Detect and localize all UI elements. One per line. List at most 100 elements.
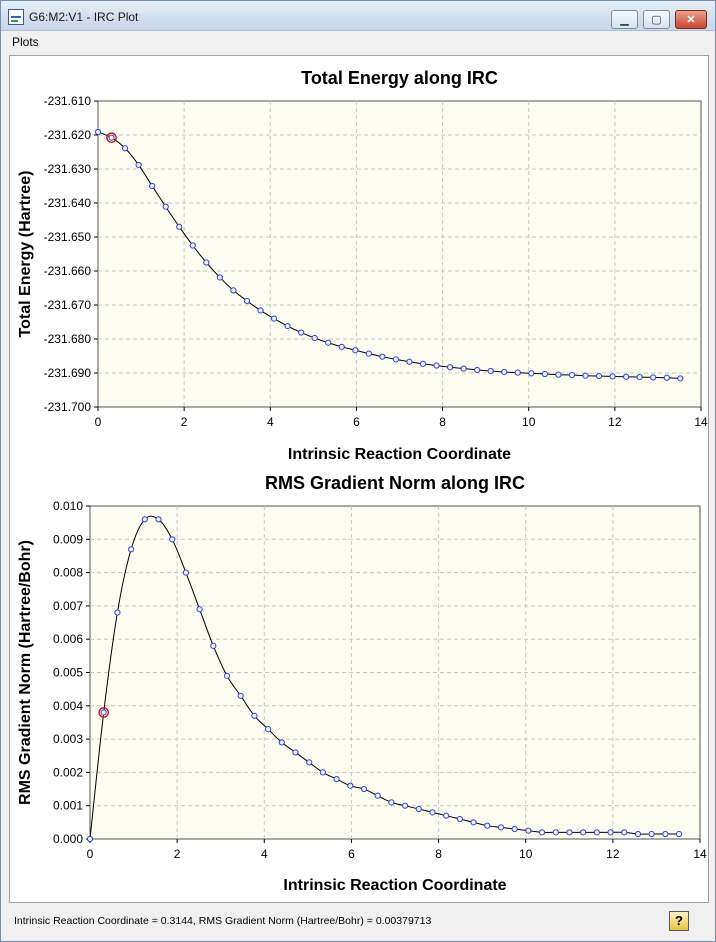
- selected-point-marker[interactable]: [106, 132, 117, 144]
- data-point[interactable]: [415, 805, 422, 813]
- data-point[interactable]: [86, 835, 94, 843]
- data-point[interactable]: [270, 315, 278, 322]
- data-point[interactable]: [443, 812, 450, 819]
- plot-area[interactable]: Total Energy along IRC 0 2 4 6 8 10 12 14 -231.61…: [9, 55, 709, 903]
- data-point[interactable]: [230, 287, 237, 294]
- data-point[interactable]: [525, 827, 532, 834]
- data-point[interactable]: [484, 822, 491, 829]
- data-point[interactable]: [487, 367, 494, 375]
- data-point[interactable]: [169, 536, 176, 543]
- help-button[interactable]: ?: [669, 911, 689, 931]
- data-point[interactable]: [662, 830, 669, 838]
- data-point[interactable]: [648, 830, 655, 838]
- data-point[interactable]: [203, 259, 210, 266]
- data-point[interactable]: [365, 350, 372, 357]
- data-point[interactable]: [325, 339, 332, 346]
- data-point[interactable]: [298, 329, 305, 336]
- data-point[interactable]: [278, 739, 285, 746]
- data-point[interactable]: [338, 343, 345, 350]
- data-point[interactable]: [650, 374, 657, 381]
- data-point[interactable]: [347, 782, 354, 789]
- data-point[interactable]: [528, 370, 535, 377]
- data-point[interactable]: [292, 749, 299, 756]
- data-point[interactable]: [264, 726, 272, 733]
- data-point[interactable]: [607, 829, 614, 836]
- data-point[interactable]: [566, 829, 573, 836]
- data-point[interactable]: [406, 358, 413, 365]
- data-point[interactable]: [121, 145, 129, 152]
- minimize-button[interactable]: ▁: [611, 10, 638, 29]
- data-point[interactable]: [196, 606, 203, 613]
- data-point[interactable]: [609, 373, 616, 380]
- data-point[interactable]: [388, 799, 395, 806]
- data-point[interactable]: [474, 366, 481, 374]
- charts-canvas[interactable]: Total Energy along IRC 0 2 4 6 8 10 12 14 -231.61…: [10, 56, 710, 904]
- data-point[interactable]: [392, 356, 400, 363]
- data-point[interactable]: [149, 182, 156, 190]
- data-point[interactable]: [663, 374, 670, 381]
- maximize-button[interactable]: ▢: [643, 10, 670, 29]
- menu-plots[interactable]: Plots: [12, 35, 39, 49]
- data-point[interactable]: [511, 825, 518, 833]
- data-point[interactable]: [580, 829, 587, 836]
- data-point[interactable]: [223, 672, 231, 679]
- data-point[interactable]: [636, 373, 643, 381]
- data-point[interactable]: [501, 368, 508, 376]
- data-point[interactable]: [568, 371, 576, 379]
- data-point[interactable]: [538, 829, 546, 836]
- data-point[interactable]: [541, 370, 548, 378]
- data-point[interactable]: [210, 642, 217, 649]
- data-point[interactable]: [497, 824, 505, 831]
- data-point[interactable]: [135, 161, 142, 169]
- data-point[interactable]: [237, 692, 244, 699]
- data-point[interactable]: [333, 775, 340, 783]
- data-point[interactable]: [257, 307, 264, 314]
- data-point[interactable]: [593, 829, 600, 836]
- data-point[interactable]: [319, 769, 326, 776]
- data-point[interactable]: [460, 365, 467, 372]
- data-point[interactable]: [127, 546, 135, 553]
- data-point[interactable]: [182, 569, 189, 576]
- data-point[interactable]: [595, 372, 603, 380]
- data-point[interactable]: [374, 792, 381, 799]
- data-point[interactable]: [379, 353, 386, 360]
- data-point[interactable]: [446, 364, 454, 371]
- data-point[interactable]: [621, 829, 628, 836]
- data-point[interactable]: [100, 709, 107, 716]
- selected-point-marker[interactable]: [98, 707, 109, 718]
- data-point[interactable]: [251, 712, 258, 719]
- data-point[interactable]: [216, 274, 223, 281]
- data-point[interactable]: [401, 802, 409, 809]
- data-point[interactable]: [176, 223, 183, 230]
- data-point[interactable]: [623, 373, 630, 380]
- data-point[interactable]: [677, 375, 684, 382]
- data-point[interactable]: [360, 785, 368, 793]
- data-point[interactable]: [311, 334, 318, 342]
- data-point[interactable]: [456, 815, 463, 823]
- data-point[interactable]: [94, 128, 102, 136]
- plot-background-0[interactable]: [97, 100, 702, 408]
- data-point[interactable]: [634, 830, 642, 838]
- data-point[interactable]: [243, 297, 251, 305]
- data-point[interactable]: [675, 830, 683, 838]
- data-point[interactable]: [470, 819, 477, 826]
- data-point[interactable]: [433, 362, 440, 369]
- data-point[interactable]: [352, 347, 359, 354]
- data-point[interactable]: [514, 369, 521, 376]
- data-point[interactable]: [189, 242, 196, 249]
- title-bar[interactable]: G6:M2:V1 - IRC Plot ▁ ▢ ✕: [1, 1, 715, 31]
- data-point[interactable]: [108, 134, 115, 141]
- data-point[interactable]: [582, 372, 589, 379]
- data-point[interactable]: [552, 829, 559, 836]
- x-tick-label: 10: [522, 415, 536, 429]
- data-point[interactable]: [419, 360, 427, 367]
- data-point[interactable]: [155, 516, 162, 523]
- data-point[interactable]: [114, 609, 121, 616]
- data-point[interactable]: [555, 371, 562, 378]
- data-point[interactable]: [141, 516, 148, 523]
- close-button[interactable]: ✕: [675, 10, 707, 29]
- data-point[interactable]: [284, 322, 291, 330]
- data-point[interactable]: [306, 759, 313, 766]
- data-point[interactable]: [162, 203, 169, 210]
- data-point[interactable]: [429, 809, 436, 816]
